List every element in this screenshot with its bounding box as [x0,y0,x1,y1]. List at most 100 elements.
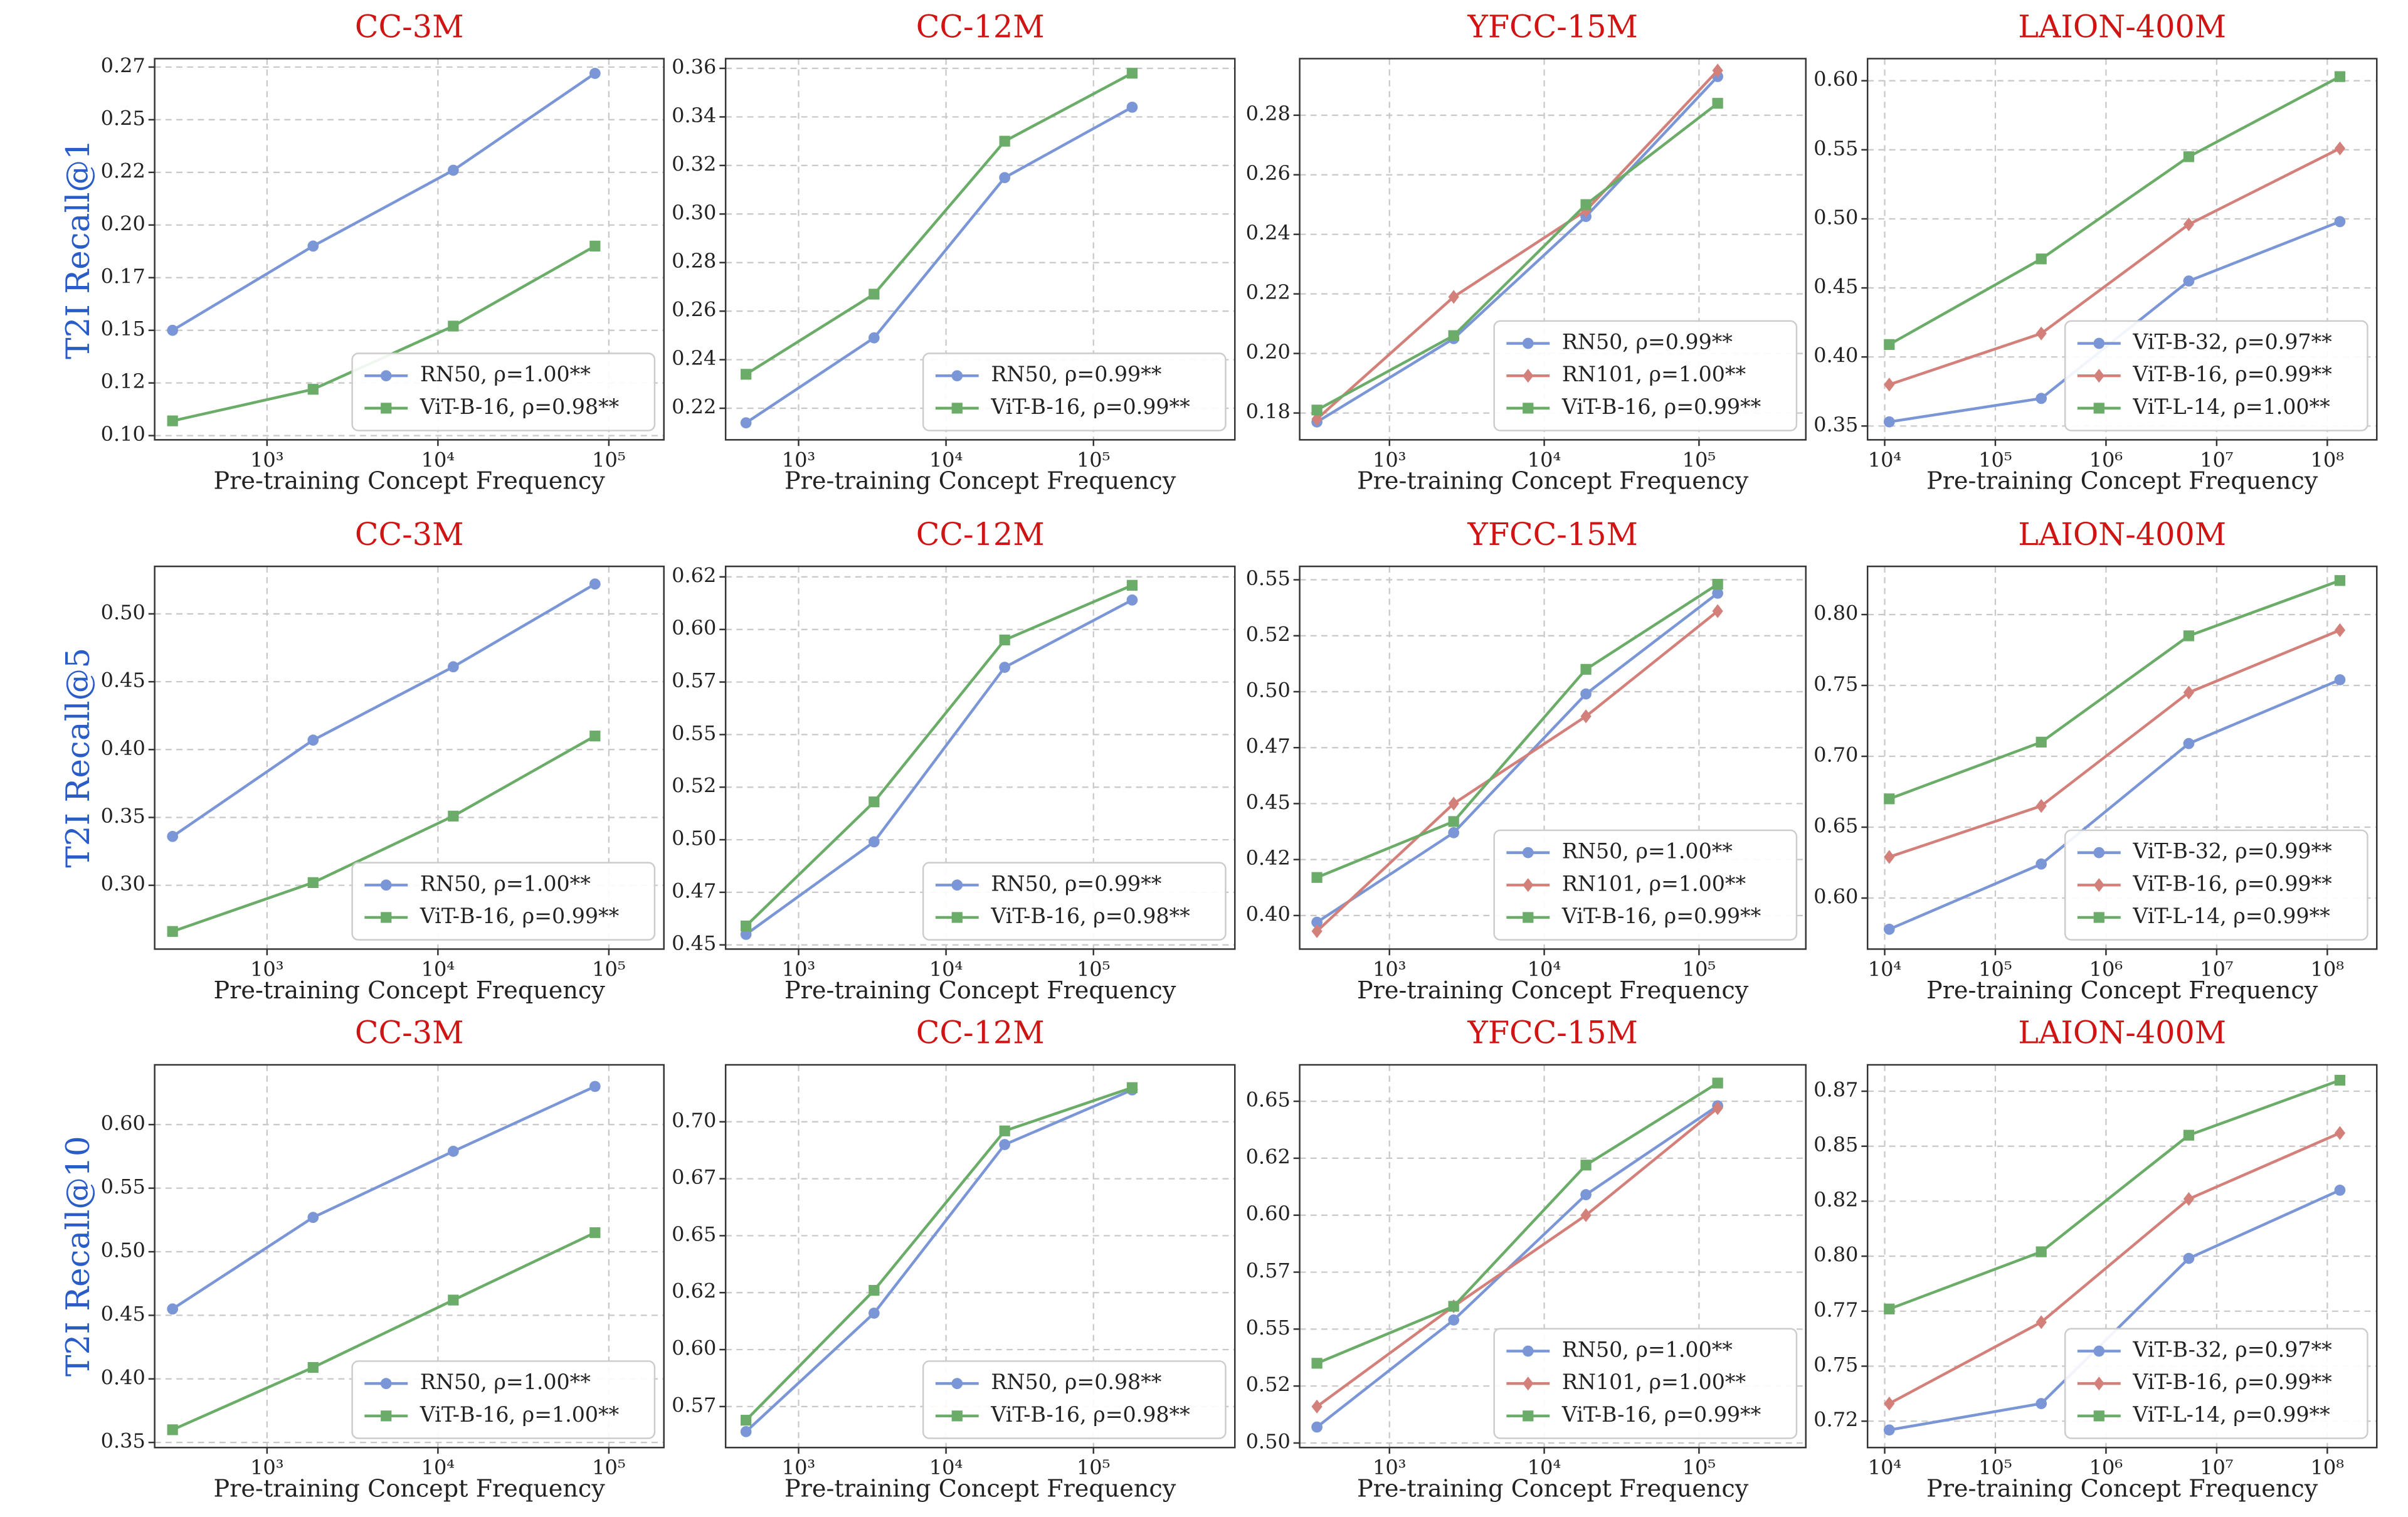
y-tick-label: 0.26 [1246,161,1291,185]
legend-label: ViT-L-14, ρ=1.00** [2132,394,2330,419]
legend: RN50, ρ=1.00** RN101, ρ=1.00** ViT-B-16, ρ… [1493,829,1798,941]
y-tick-label: 0.30 [672,201,716,225]
series-line [1316,583,1719,879]
marker [2093,1377,2104,1391]
marker [1448,827,1460,838]
marker [999,634,1010,646]
x-axis-label: Pre-training Concept Frequency [1926,1475,2318,1503]
marker [1712,98,1723,109]
y-tick-label: 0.24 [1246,221,1291,245]
marker [951,912,963,923]
marker [741,369,752,380]
legend-label: ViT-B-16, ρ=0.99** [1561,904,1761,928]
legend-label: RN50, ρ=1.00** [420,362,591,386]
y-tick-label: 0.55 [1246,1316,1291,1340]
subplot-title: CC-12M [916,1015,1045,1051]
marker [2036,736,2047,748]
y-tick-label: 0.55 [101,1175,145,1198]
marker [380,879,392,891]
y-tick-label: 0.34 [672,103,716,127]
marker [2036,1315,2047,1329]
marker [1311,916,1323,928]
y-tick-label: 0.75 [1814,672,1858,695]
y-tick-label: 0.65 [1246,1088,1291,1112]
subplot: 10³ 10⁴ 10⁵ 0.50 0.52 0.55 0.57 0.60 0.62 0.65 RN5… [1246,1015,1807,1503]
marker [1523,912,1534,923]
marker [1448,290,1459,304]
y-tick-label: 0.45 [1246,790,1291,814]
y-tick-label: 0.26 [672,298,716,322]
marker [1712,63,1723,78]
y-tick-label: 0.47 [672,879,716,902]
series-line [1889,147,2341,386]
x-tick-label: 10⁴ [1528,1456,1561,1479]
marker [740,417,752,429]
marker [167,926,178,937]
marker [448,810,459,822]
marker [381,403,392,414]
marker [868,1308,880,1319]
marker [1448,330,1459,341]
marker [2093,369,2104,383]
x-axis-label: Pre-training Concept Frequency [1357,976,1749,1004]
marker [1126,68,1138,79]
series-line [1888,75,2341,346]
legend-label: RN101, ρ=1.00** [1562,871,1746,896]
y-tick-label: 0.72 [1814,1408,1858,1432]
marker [307,1212,319,1224]
y-tick-label: 0.62 [1246,1144,1291,1168]
marker [2183,737,2195,749]
y-tick-label: 0.35 [1814,413,1858,436]
y-tick-label: 0.32 [672,152,716,176]
y-tick-label: 0.77 [1814,1298,1858,1321]
y-tick-label: 0.22 [101,159,145,182]
axes-frame [1299,58,1807,441]
y-tick-label: 0.55 [1246,566,1291,590]
marker [999,1139,1011,1150]
legend-box [2064,829,2368,941]
marker [1311,1421,1323,1433]
marker [2036,393,2047,404]
series-line [172,734,596,933]
marker [1580,709,1592,724]
legend: RN50, ρ=0.99** RN101, ρ=1.00** ViT-B-16, ρ… [1493,320,1798,431]
x-tick-label: 10⁵ [1682,1456,1716,1479]
marker [999,1125,1010,1136]
marker [167,324,179,336]
x-tick-label: 10³ [1373,448,1407,472]
x-axis-label: Pre-training Concept Frequency [214,467,606,495]
axes-frame [154,58,665,441]
series-line [745,584,1133,928]
y-tick-label: 0.40 [101,736,145,760]
y-tick-label: 0.35 [101,804,145,828]
marker [1126,594,1138,606]
y-axis-label: T2I Recall@1 [60,139,97,359]
subplot-title: LAION-400M [2018,1015,2226,1051]
axes-frame [154,1064,665,1449]
subplot-title: CC-12M [916,516,1045,552]
x-axis-label: Pre-training Concept Frequency [1926,467,2318,495]
marker [307,734,319,746]
legend: RN50, ρ=0.99** ViT-B-16, ρ=0.98** [922,862,1227,941]
x-axis-label: Pre-training Concept Frequency [784,1475,1176,1503]
x-axis-label: Pre-training Concept Frequency [1357,467,1749,495]
subplot-title: LAION-400M [2018,8,2226,45]
y-tick-label: 0.60 [1814,67,1858,91]
y-tick-label: 0.22 [672,395,716,419]
marker [1884,1303,1895,1314]
x-tick-label: 10³ [250,957,284,981]
y-tick-label: 0.57 [672,669,716,692]
axes-frame [1299,1064,1807,1449]
marker [869,796,880,808]
y-tick-label: 0.85 [1814,1133,1858,1156]
y-tick-label: 0.60 [672,1336,716,1360]
x-tick-label: 10⁸ [2311,448,2345,472]
legend-label: ViT-L-14, ρ=0.99** [2132,904,2330,928]
x-tick-label: 10⁶ [2089,957,2123,981]
series-line [1316,592,1719,924]
x-tick-label: 10⁶ [2089,1456,2123,1479]
subplot: 10³ 10⁴ 10⁵ 0.45 0.47 0.50 0.52 0.55 0.57 0.60 0.6… [672,516,1236,1004]
y-tick-label: 0.47 [1246,734,1291,758]
marker [1522,337,1534,349]
y-tick-label: 0.50 [101,600,145,624]
